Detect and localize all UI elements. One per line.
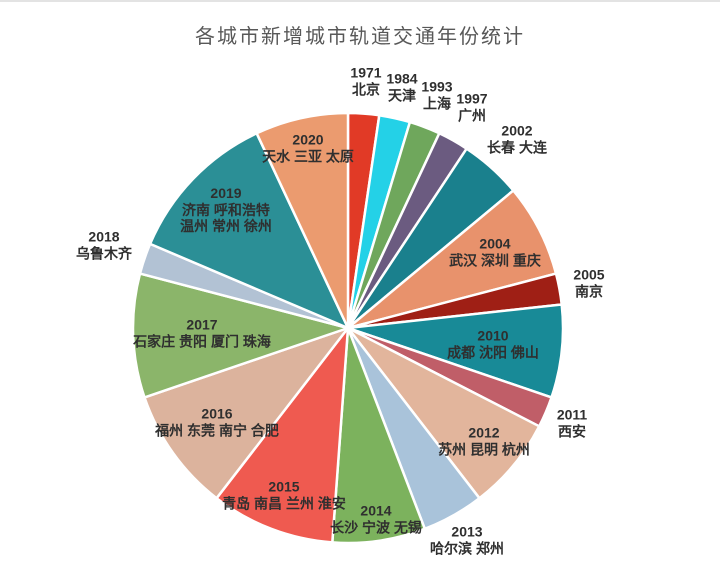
pie-slice-2016 <box>143 326 350 500</box>
pie-slice-2017 <box>131 272 350 399</box>
pie-slice-2020 <box>255 111 350 330</box>
chart-title: 各城市新增城市轨道交通年份统计 <box>195 26 525 48</box>
pie-slice-2015 <box>215 326 350 544</box>
pie-slice-2019 <box>148 132 350 330</box>
